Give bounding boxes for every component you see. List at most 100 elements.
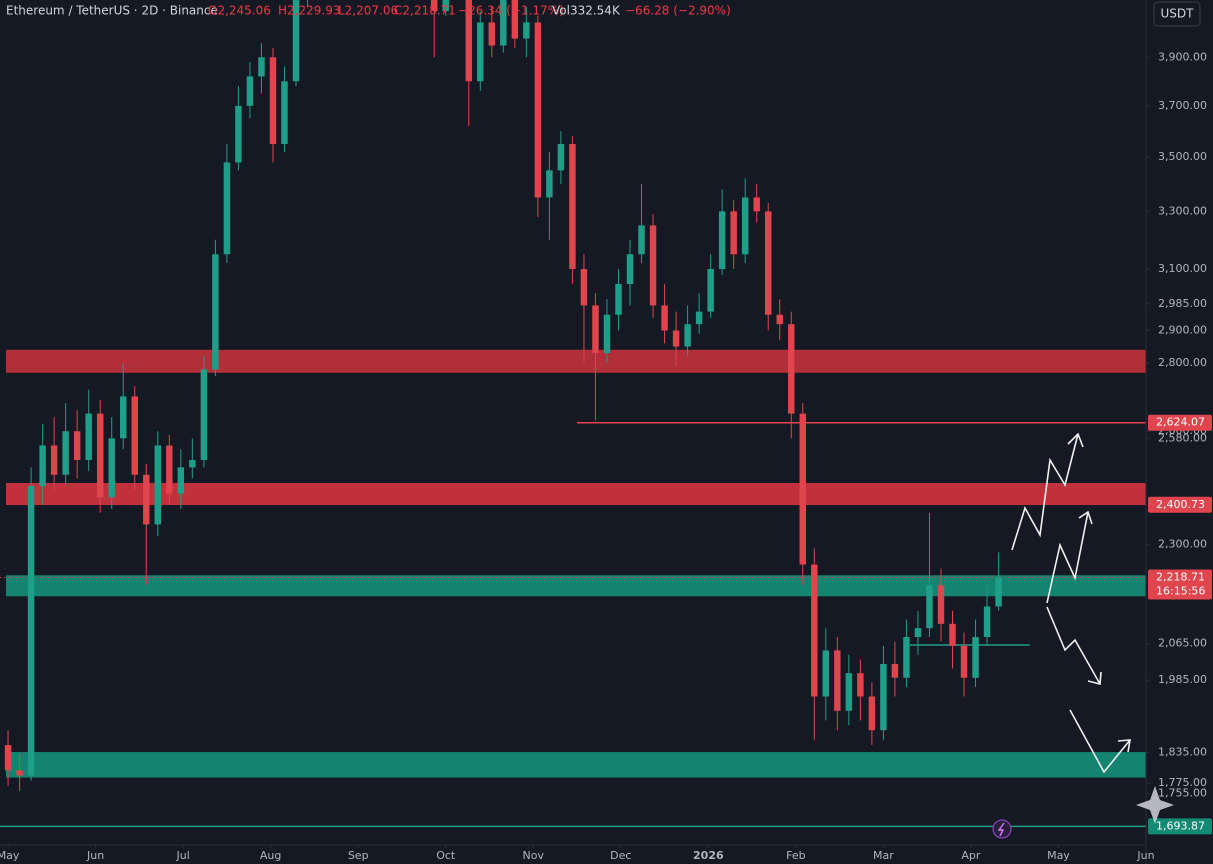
arrow-head — [1087, 671, 1102, 686]
candle-body — [246, 76, 254, 106]
candle-body — [672, 330, 680, 347]
y-tick-label: 1,775.00 — [1158, 776, 1207, 789]
candle-body — [511, 0, 519, 39]
candle-body — [108, 438, 115, 498]
price-tag — [1148, 414, 1212, 431]
candle-body — [926, 585, 933, 629]
price-tag-label: 1,693.87 — [1156, 819, 1205, 832]
price-tag-label: 2,218.71 — [1156, 570, 1205, 583]
x-tick-label: Jul — [175, 849, 189, 862]
candle-body — [477, 22, 484, 82]
candle-body — [465, 0, 472, 82]
candle-body — [626, 254, 634, 285]
candle-body — [500, 0, 507, 46]
candle-body — [684, 324, 691, 347]
candle-body — [868, 696, 876, 731]
candle-body — [258, 57, 265, 77]
candle-body — [995, 577, 1002, 607]
candle-body — [811, 564, 818, 697]
ohlc-low: L2,207.06 — [338, 4, 398, 18]
candle-body — [16, 770, 23, 776]
candle-body — [845, 673, 853, 711]
zone — [6, 752, 1146, 778]
candle-body — [788, 324, 795, 414]
candle-body — [269, 57, 277, 145]
plot-area — [0, 0, 1146, 828]
candle-body — [695, 311, 703, 325]
candle-body — [983, 606, 991, 637]
candle-body — [615, 284, 622, 315]
ohlc-open: O2,245.06 — [208, 4, 271, 18]
zone — [6, 483, 1146, 506]
candle-body — [799, 413, 807, 565]
candle-body — [85, 413, 92, 461]
y-tick-label: 2,300.00 — [1158, 537, 1207, 550]
candle-body — [603, 314, 611, 354]
event-icon[interactable] — [992, 819, 1012, 839]
candle-body — [177, 467, 185, 494]
symbol-title: Ethereum / TetherUS · 2D · Binance — [6, 4, 218, 18]
candle-body — [546, 170, 553, 198]
candle-body — [661, 305, 668, 331]
x-tick-label: May — [0, 849, 20, 862]
candle-body — [154, 445, 162, 525]
candle-body — [166, 445, 173, 494]
x-tick-label: Jun — [1136, 849, 1154, 862]
arrow-head — [1078, 510, 1093, 525]
projection-arrow — [1046, 511, 1089, 604]
x-tick-label: May — [1047, 849, 1070, 862]
candle-body — [120, 396, 127, 439]
lightning-icon — [997, 822, 1005, 837]
y-tick-label: 2,800.00 — [1158, 356, 1207, 369]
arrow-head — [1117, 739, 1131, 753]
price-tag — [1148, 569, 1212, 600]
candle-body — [212, 254, 219, 370]
candle-body — [638, 225, 645, 255]
countdown-label: 16:15:56 — [1156, 584, 1205, 597]
assistant-icon[interactable] — [1136, 786, 1174, 824]
x-tick-label: Oct — [436, 849, 456, 862]
candle-body — [569, 144, 576, 270]
x-tick-label: Jun — [86, 849, 104, 862]
y-tick-label: 2,580.00 — [1158, 431, 1207, 444]
y-tick-label: 3,700.00 — [1158, 99, 1207, 112]
candle-body — [50, 445, 58, 475]
candle-body — [741, 197, 749, 255]
candle-body — [430, 0, 438, 12]
candle-body — [488, 22, 496, 46]
header: Ethereum / TetherUS · 2D · Binance O2,24… — [6, 4, 731, 18]
candle-body — [200, 369, 208, 461]
candle-body — [649, 225, 657, 306]
candle-body — [235, 105, 242, 163]
currency-button[interactable] — [1153, 1, 1201, 27]
y-tick-label: 3,100.00 — [1158, 262, 1207, 275]
axes: 3,900.00 3,700.00 3,500.00 3,300.00 3,100.00… — [0, 50, 1212, 862]
candle-body — [753, 197, 760, 212]
candle-body — [903, 636, 910, 678]
x-tick-label: 2026 — [693, 849, 724, 862]
candle-body — [592, 305, 599, 354]
volume-label: Vol332.54K — [552, 4, 621, 18]
candle-body — [189, 460, 196, 468]
candle-body — [580, 269, 588, 306]
projection-arrow — [1046, 606, 1101, 685]
candle-body — [718, 211, 726, 270]
candle-body — [62, 431, 69, 475]
candle-body — [891, 663, 899, 678]
x-tick-label: Sep — [348, 849, 369, 862]
candle-body — [834, 650, 841, 711]
x-tick-label: Aug — [260, 849, 281, 862]
candle-body — [972, 636, 979, 678]
price-tag-label: 2,400.73 — [1156, 498, 1205, 511]
candle-body — [523, 22, 530, 39]
candle-body — [730, 211, 737, 255]
x-tick-label: Feb — [786, 849, 805, 862]
x-tick-label: Apr — [961, 849, 981, 862]
candle-body — [223, 162, 231, 255]
candle-body — [914, 628, 922, 637]
candle-body — [131, 396, 138, 475]
candle-body — [73, 431, 81, 461]
ohlc-high: H2,229.93 — [278, 4, 340, 18]
price-tag-label: 2,624.07 — [1156, 416, 1205, 429]
